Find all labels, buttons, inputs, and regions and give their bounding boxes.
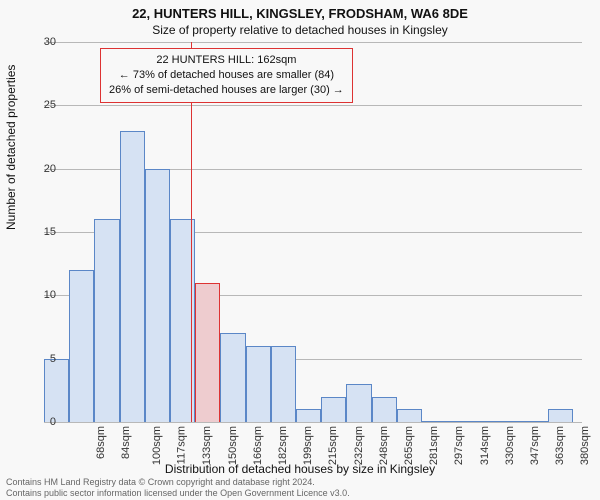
x-tick: 363sqm [554, 426, 566, 465]
plot-area: 22 HUNTERS HILL: 162sqm← 73% of detached… [44, 42, 582, 422]
attribution-footer: Contains HM Land Registry data © Crown c… [6, 477, 594, 498]
x-tick: 117sqm [176, 426, 188, 464]
gridline [44, 422, 582, 423]
histogram-bar [296, 409, 321, 422]
histogram-bar [44, 359, 69, 422]
y-tick: 15 [30, 226, 56, 238]
x-tick: 314sqm [479, 426, 491, 465]
x-tick: 297sqm [454, 426, 466, 465]
x-axis-label: Distribution of detached houses by size … [0, 462, 600, 476]
footer-line1: Contains HM Land Registry data © Crown c… [6, 477, 315, 487]
histogram-bar [397, 409, 422, 422]
histogram-bar [271, 346, 296, 422]
histogram-bar [548, 409, 573, 422]
x-tick: 380sqm [580, 426, 592, 465]
x-tick: 150sqm [227, 426, 239, 465]
histogram-bar [447, 421, 472, 422]
histogram-bar [69, 270, 94, 422]
chart-area: 22 HUNTERS HILL: 162sqm← 73% of detached… [44, 42, 582, 422]
histogram-bar [94, 219, 119, 422]
x-tick: 232sqm [353, 426, 365, 465]
histogram-bar [472, 421, 497, 422]
histogram-bar [321, 397, 346, 422]
x-tick: 100sqm [151, 426, 163, 465]
callout-line: ← 73% of detached houses are smaller (84… [109, 68, 344, 83]
callout-box: 22 HUNTERS HILL: 162sqm← 73% of detached… [100, 48, 353, 103]
x-tick: 68sqm [95, 426, 107, 459]
y-tick: 20 [30, 163, 56, 175]
x-tick: 166sqm [252, 426, 264, 465]
x-tick: 265sqm [403, 426, 415, 465]
histogram-bar [346, 384, 371, 422]
x-tick: 330sqm [504, 426, 516, 465]
y-tick: 0 [30, 416, 56, 428]
callout-line: 26% of semi-detached houses are larger (… [109, 83, 344, 98]
y-axis-label: Number of detached properties [4, 65, 18, 230]
x-tick: 199sqm [302, 426, 314, 465]
chart-container: 22, HUNTERS HILL, KINGSLEY, FRODSHAM, WA… [0, 0, 600, 500]
x-tick: 248sqm [378, 426, 390, 465]
title-address: 22, HUNTERS HILL, KINGSLEY, FRODSHAM, WA… [0, 0, 600, 21]
histogram-bar [145, 169, 170, 422]
histogram-bar [422, 421, 447, 422]
callout-line: 22 HUNTERS HILL: 162sqm [109, 53, 344, 68]
histogram-bar [195, 283, 220, 422]
y-tick: 10 [30, 289, 56, 301]
histogram-bar [372, 397, 397, 422]
x-tick: 133sqm [202, 426, 214, 465]
x-tick: 84sqm [120, 426, 132, 459]
title-subtitle: Size of property relative to detached ho… [0, 21, 600, 37]
x-tick: 281sqm [428, 426, 440, 465]
y-tick: 30 [30, 36, 56, 48]
histogram-bar [220, 333, 245, 422]
footer-line2: Contains public sector information licen… [6, 488, 350, 498]
y-tick: 5 [30, 353, 56, 365]
gridline [44, 42, 582, 43]
gridline [44, 105, 582, 106]
histogram-bar [498, 421, 523, 422]
x-tick: 182sqm [277, 426, 289, 465]
histogram-bar [246, 346, 271, 422]
x-tick: 347sqm [529, 426, 541, 465]
histogram-bar [523, 421, 548, 422]
y-tick: 25 [30, 99, 56, 111]
x-tick: 215sqm [328, 426, 340, 465]
histogram-bar [120, 131, 145, 422]
